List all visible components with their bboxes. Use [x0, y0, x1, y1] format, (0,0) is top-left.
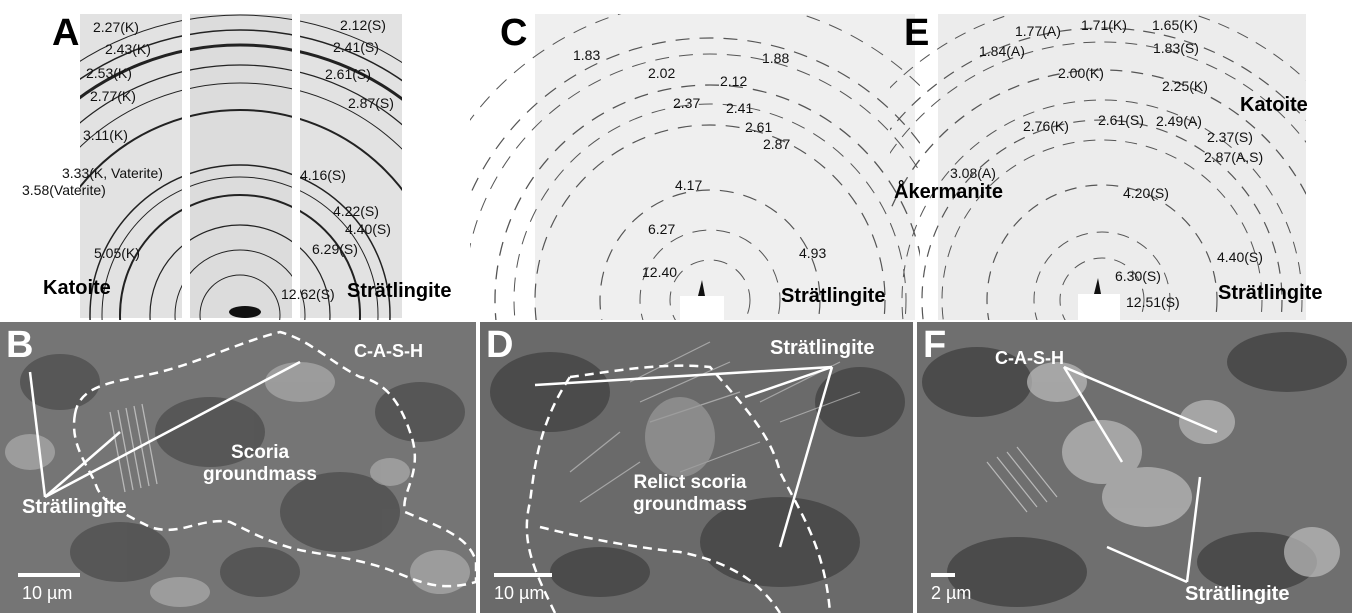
panel-e-xrd-pattern: E 1.77(A) 1.71(K) 1.65(K) 1.84(A) 1.83(S…	[890, 0, 1352, 320]
stratlingite-label: Strätlingite	[1185, 583, 1290, 605]
panel-d-letter: D	[486, 324, 514, 366]
d-spacing-label: 2.25(K)	[1162, 78, 1208, 94]
d-spacing-label: 4.16(S)	[300, 167, 346, 183]
cash-label: C-A-S-H	[995, 348, 1064, 368]
scoria-groundmass-label: Scoria groundmass	[202, 442, 318, 485]
d-spacing-label: 6.29(S)	[312, 241, 358, 257]
panel-a-diffraction-image	[0, 0, 470, 320]
d-spacing-label: 3.08(A)	[950, 165, 996, 181]
d-spacing-label: 12.40	[642, 264, 678, 280]
d-spacing-label: 1.65(K)	[1152, 17, 1198, 33]
d-spacing-label: 3.33(K, Vaterite)	[62, 165, 163, 181]
panel-f-letter: F	[923, 324, 947, 366]
katoite-label: Katoite	[1240, 94, 1308, 116]
panel-b-sem-texture	[0, 322, 476, 613]
panel-d-sem-image: D Strätlingite Relict scoria groundmass …	[480, 322, 913, 613]
d-spacing-label: 4.40(S)	[1217, 249, 1263, 265]
d-spacing-label: 2.61(S)	[325, 66, 371, 82]
d-spacing-label: 2.87	[763, 136, 791, 152]
d-spacing-label: 2.53(K)	[86, 65, 132, 81]
d-spacing-label: 2.43(K)	[105, 41, 151, 57]
relict-scoria-groundmass-label: Relict scoria groundmass	[632, 472, 748, 515]
panel-d-sem-texture	[480, 322, 913, 613]
akermanite-label: Åkermanite	[894, 181, 1003, 203]
panel-f-sem-texture	[917, 322, 1352, 613]
d-spacing-label: 1.84(A)	[979, 43, 1025, 59]
d-spacing-label: 2.41	[726, 100, 754, 116]
katoite-label: Katoite	[43, 277, 111, 299]
d-spacing-label: 2.12(S)	[340, 17, 386, 33]
d-spacing-label: 4.22(S)	[333, 203, 379, 219]
d-spacing-label: 1.83	[573, 47, 601, 63]
d-spacing-label: 1.71(K)	[1081, 17, 1127, 33]
stratlingite-label: Strätlingite	[1218, 282, 1323, 304]
panel-c-xrd-pattern: C 1.83 1.88 2.02 2.12 2.37 2.41 2.61 2.8…	[470, 0, 920, 320]
panel-e-letter: E	[904, 12, 930, 54]
d-spacing-label: 4.93	[799, 245, 827, 261]
panel-f-sem-image: F C-A-S-H Strätlingite 2 µm	[917, 322, 1352, 613]
d-spacing-label: 1.77(A)	[1015, 23, 1061, 39]
panel-b-sem-image: B C-A-S-H Scoria groundmass Strätlingite…	[0, 322, 476, 613]
d-spacing-label: 2.76(K)	[1023, 118, 1069, 134]
d-spacing-label: 12.51(S)	[1126, 294, 1180, 310]
d-spacing-label: 6.30(S)	[1115, 268, 1161, 284]
panel-a-xrd-pattern: A 2.27(K) 2.43(K) 2.53(K) 2.77(K) 3.11(K…	[0, 0, 470, 320]
d-spacing-label: 3.11(K)	[83, 127, 128, 143]
d-spacing-label: 2.61	[745, 119, 773, 135]
d-spacing-label: 2.12	[720, 73, 748, 89]
d-spacing-label: 2.87(S)	[348, 95, 394, 111]
d-spacing-label: 2.49(A)	[1156, 113, 1202, 129]
stratlingite-label: Strätlingite	[22, 496, 127, 518]
scale-bar-label: 10 µm	[494, 583, 545, 603]
panel-a-letter: A	[52, 12, 80, 54]
d-spacing-label: 2.37	[673, 95, 701, 111]
scale-bar-label: 10 µm	[22, 583, 73, 603]
d-spacing-label: 12.62(S)	[281, 286, 335, 302]
d-spacing-label: 2.27(K)	[93, 19, 139, 35]
d-spacing-label: 4.20(S)	[1123, 185, 1169, 201]
d-spacing-label: 3.58(Vaterite)	[22, 182, 106, 198]
panel-e-diffraction-image	[890, 0, 1352, 320]
stratlingite-label: Strätlingite	[347, 280, 452, 302]
d-spacing-label: 2.41(S)	[333, 39, 379, 55]
d-spacing-label: 2.02	[648, 65, 676, 81]
d-spacing-label: 6.27	[648, 221, 676, 237]
d-spacing-label: 2.00(K)	[1058, 65, 1104, 81]
d-spacing-label: 2.77(K)	[90, 88, 136, 104]
panel-c-letter: C	[500, 12, 528, 54]
d-spacing-label: 1.83(S)	[1153, 40, 1199, 56]
panel-c-diffraction-image	[470, 0, 920, 320]
d-spacing-label: 5.05(K)	[94, 245, 140, 261]
d-spacing-label: 2.61(S)	[1098, 112, 1144, 128]
d-spacing-label: 1.88	[762, 50, 790, 66]
panel-b-letter: B	[6, 324, 34, 366]
d-spacing-label: 4.17	[675, 177, 703, 193]
stratlingite-label: Strätlingite	[770, 337, 875, 359]
d-spacing-label: 2.37(S)	[1207, 129, 1253, 145]
scale-bar-label: 2 µm	[931, 583, 972, 603]
stratlingite-label: Strätlingite	[781, 285, 886, 307]
d-spacing-label: 2.87(A,S)	[1204, 149, 1264, 165]
d-spacing-label: 4.40(S)	[345, 221, 391, 237]
cash-label: C-A-S-H	[354, 341, 423, 361]
